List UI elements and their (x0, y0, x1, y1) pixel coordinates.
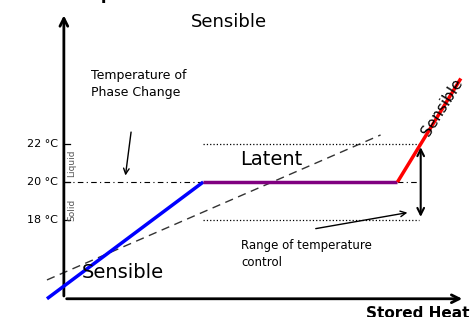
Text: Solid: Solid (67, 199, 76, 221)
Text: 20 °C: 20 °C (27, 177, 57, 187)
Text: Temperature of
Phase Change: Temperature of Phase Change (91, 69, 187, 99)
Text: Latent: Latent (240, 150, 302, 169)
Text: 22 °C: 22 °C (27, 139, 57, 149)
Text: Stored Heat: Stored Heat (366, 306, 469, 317)
Text: Sensible: Sensible (191, 13, 266, 31)
Text: Range of temperature
control: Range of temperature control (241, 239, 372, 268)
Text: Liquid: Liquid (67, 149, 76, 177)
Text: Sensible: Sensible (82, 263, 164, 282)
Text: Temperature: Temperature (64, 0, 184, 3)
Text: Sensible: Sensible (419, 75, 465, 138)
Text: 18 °C: 18 °C (27, 215, 57, 225)
